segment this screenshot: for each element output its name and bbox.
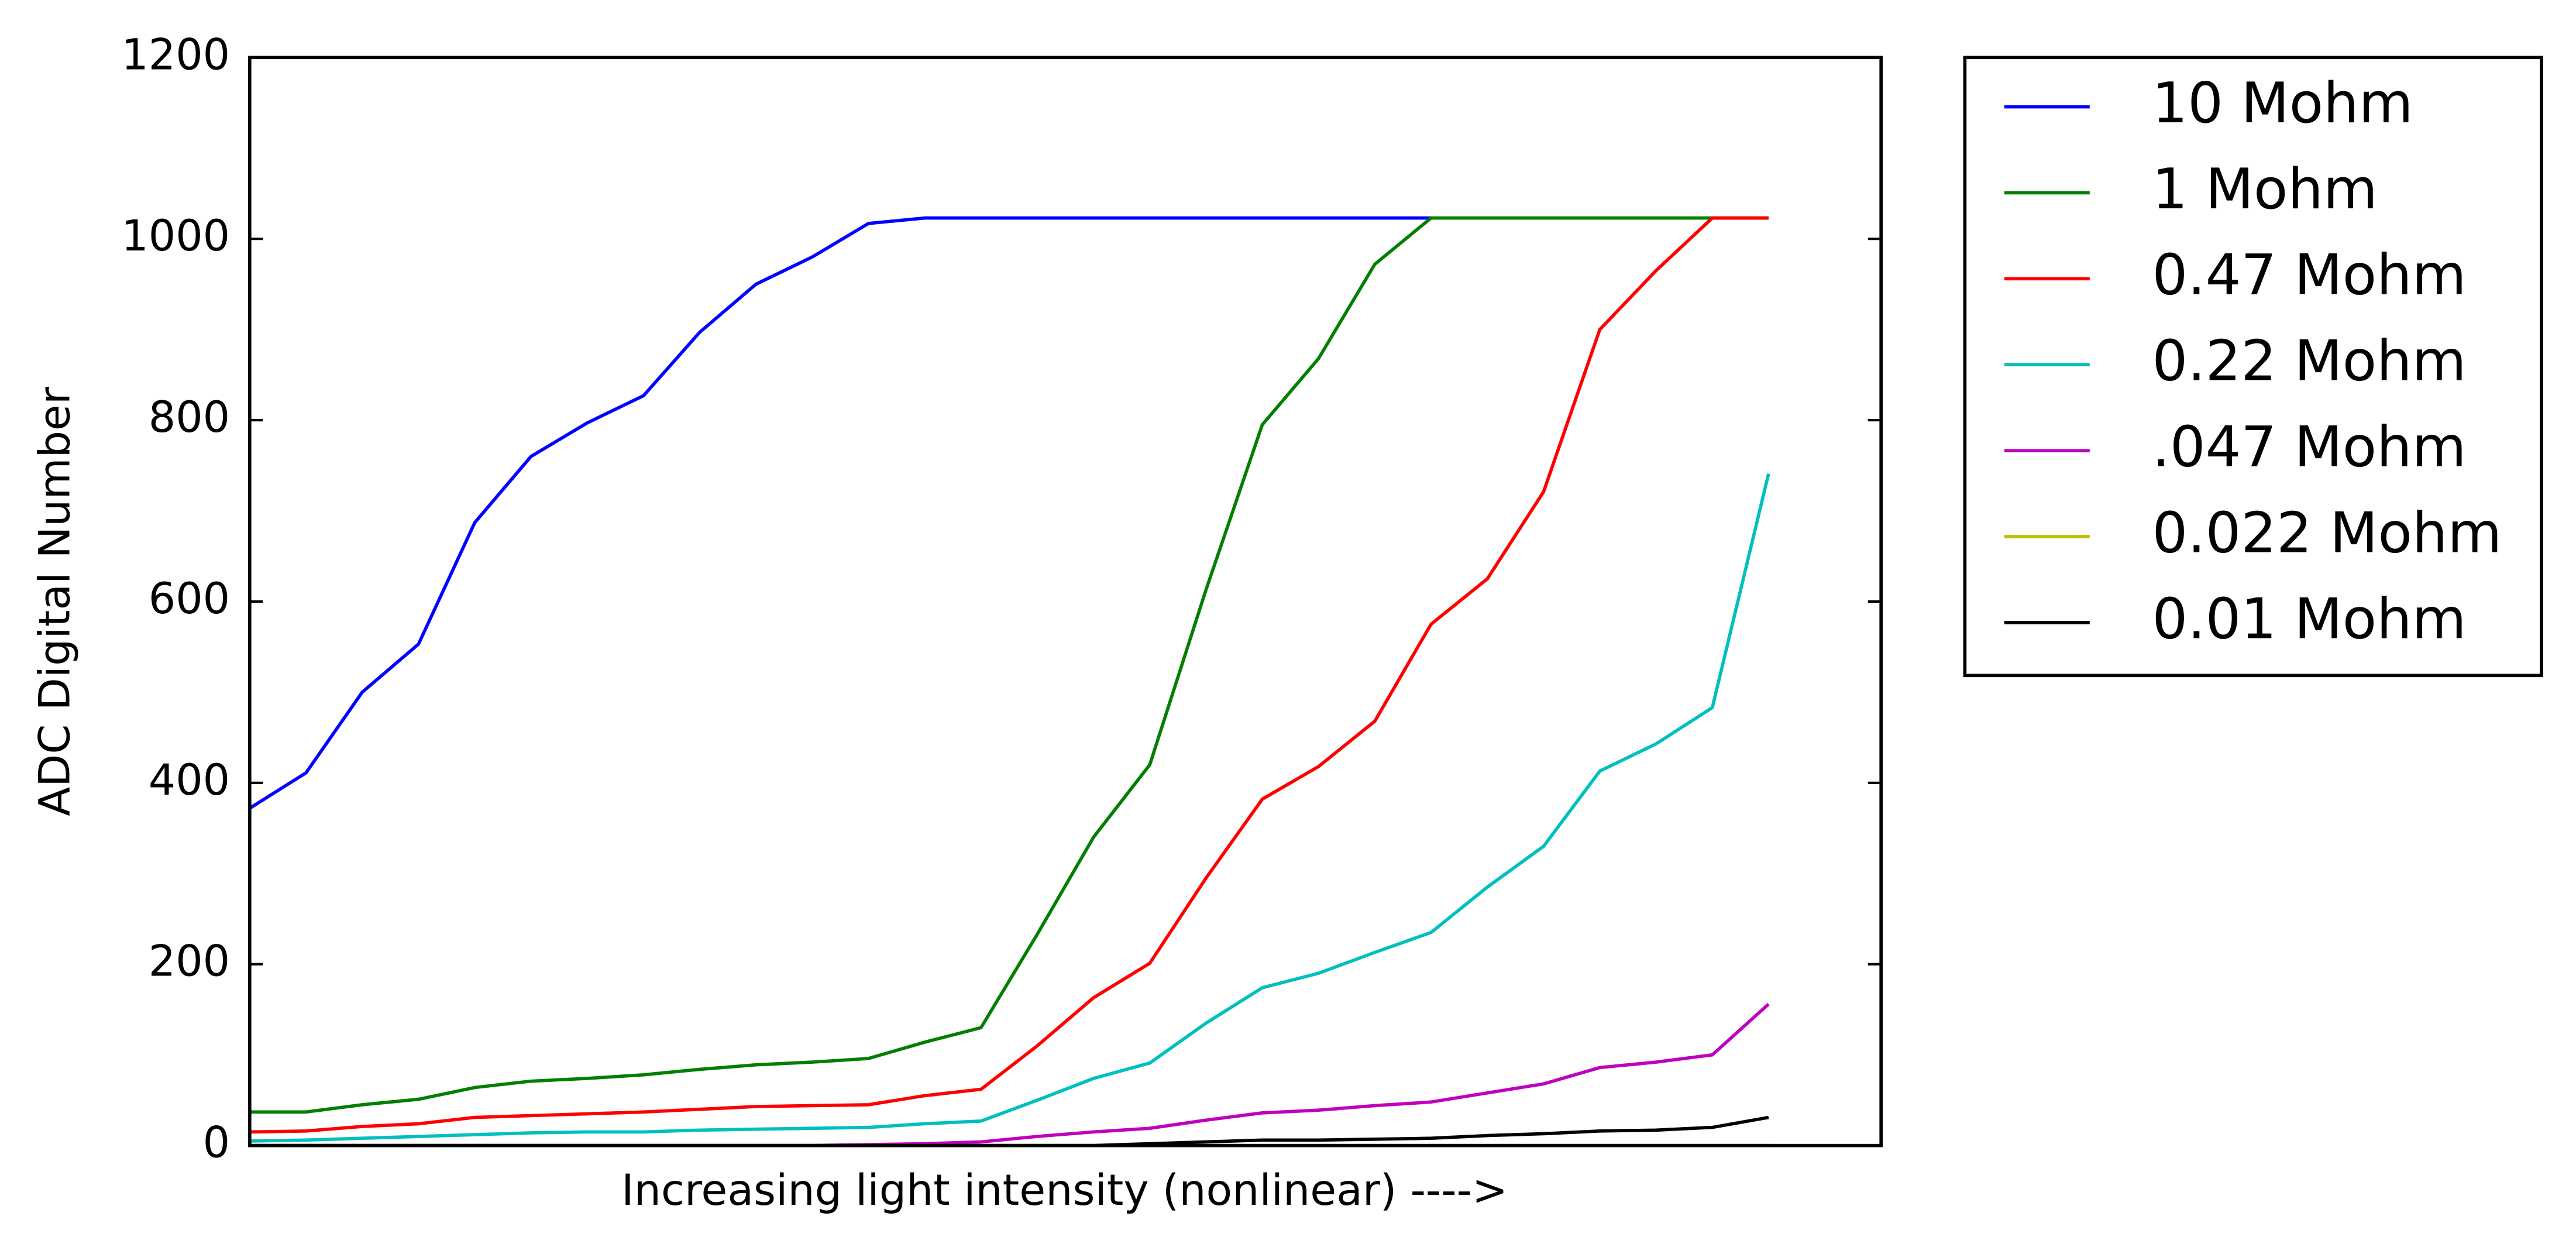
- series-line: [249, 1115, 1769, 1148]
- series-line: [249, 1002, 1770, 1148]
- legend-label: 10 Mohm: [2152, 70, 2413, 136]
- y-tick-label: 600: [149, 574, 230, 624]
- y-tick-label: 0: [203, 1118, 230, 1168]
- legend-label: 0.22 Mohm: [2152, 328, 2467, 394]
- series-line: [249, 216, 1769, 1134]
- legend-label: 1 Mohm: [2152, 156, 2378, 222]
- y-tick-label: 1000: [121, 211, 230, 261]
- y-tick-label: 1200: [121, 30, 230, 80]
- plot-frame: [248, 56, 1883, 1148]
- y-tick-label: 800: [149, 393, 230, 442]
- legend-label: 0.022 Mohm: [2152, 500, 2502, 565]
- series-line: [249, 216, 1431, 810]
- y-tick-label: 200: [149, 937, 230, 987]
- y-tick-label: 400: [149, 755, 230, 805]
- legend-label: .047 Mohm: [2152, 414, 2467, 479]
- series-line: [249, 216, 1769, 1114]
- x-axis-label: Increasing light intensity (nonlinear) -…: [621, 1166, 1508, 1215]
- legend-label: 0.47 Mohm: [2152, 242, 2467, 308]
- series-line: [249, 473, 1770, 1143]
- legend-frame: [1963, 56, 2543, 678]
- legend-label: 0.01 Mohm: [2152, 586, 2467, 651]
- y-axis-label: ADC Digital Number: [30, 386, 80, 816]
